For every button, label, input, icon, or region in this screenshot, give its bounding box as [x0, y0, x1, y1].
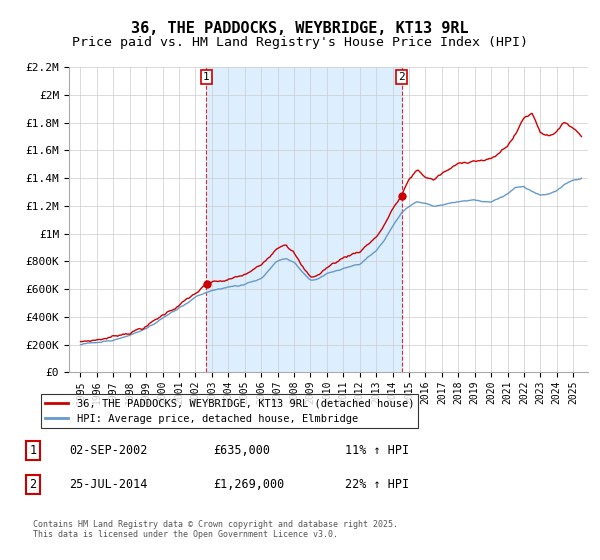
Bar	[206, 67, 402, 372]
Text: 22% ↑ HPI: 22% ↑ HPI	[345, 478, 409, 491]
Text: 2: 2	[29, 478, 37, 491]
Text: 11% ↑ HPI: 11% ↑ HPI	[345, 444, 409, 458]
Text: 1: 1	[203, 72, 210, 82]
Text: £1,269,000: £1,269,000	[213, 478, 284, 491]
Text: £635,000: £635,000	[213, 444, 270, 458]
Text: Price paid vs. HM Land Registry's House Price Index (HPI): Price paid vs. HM Land Registry's House …	[72, 36, 528, 49]
Legend: 36, THE PADDOCKS, WEYBRIDGE, KT13 9RL (detached house), HPI: Average price, deta: 36, THE PADDOCKS, WEYBRIDGE, KT13 9RL (d…	[41, 394, 418, 428]
Text: 2: 2	[398, 72, 405, 82]
Text: 02-SEP-2002: 02-SEP-2002	[69, 444, 148, 458]
Text: Contains HM Land Registry data © Crown copyright and database right 2025.
This d: Contains HM Land Registry data © Crown c…	[33, 520, 398, 539]
Text: 36, THE PADDOCKS, WEYBRIDGE, KT13 9RL: 36, THE PADDOCKS, WEYBRIDGE, KT13 9RL	[131, 21, 469, 36]
Text: 1: 1	[29, 444, 37, 458]
Text: 25-JUL-2014: 25-JUL-2014	[69, 478, 148, 491]
